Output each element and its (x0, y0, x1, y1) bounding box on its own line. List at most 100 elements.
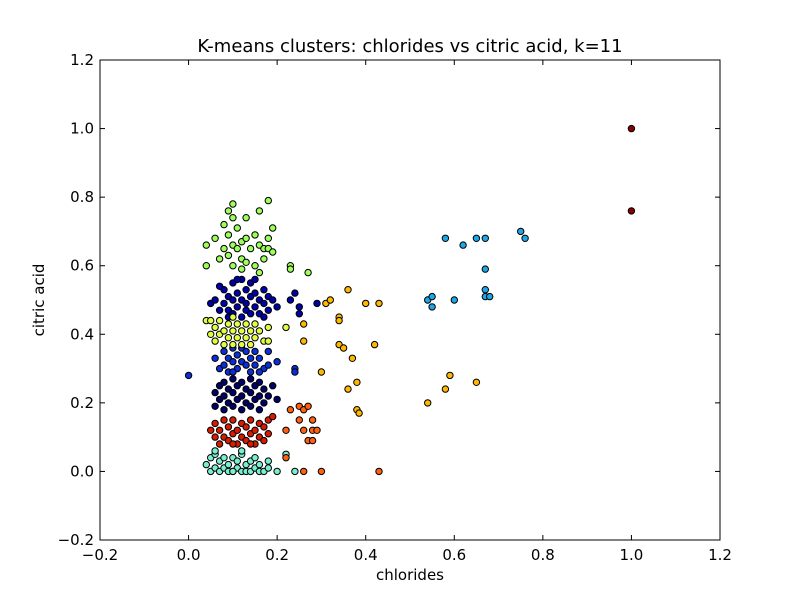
data-point (202, 262, 211, 270)
data-point (215, 255, 224, 263)
data-point (481, 234, 489, 243)
x-tick-label: 0.4 (354, 546, 378, 564)
data-point (246, 416, 255, 424)
data-point (220, 220, 228, 229)
data-point (220, 361, 228, 369)
data-point (242, 347, 250, 356)
y-tick-label: 0.0 (70, 462, 94, 480)
data-point (229, 262, 237, 270)
data-point (238, 313, 246, 321)
data-point (627, 124, 636, 133)
data-point (264, 361, 272, 369)
data-point (251, 289, 259, 297)
data-point (291, 467, 299, 476)
data-point (229, 388, 237, 397)
data-point (269, 248, 277, 256)
data-point (242, 334, 250, 342)
data-point (627, 207, 636, 215)
data-point (317, 467, 326, 476)
data-point (220, 454, 228, 462)
data-point (246, 310, 255, 318)
data-point (273, 358, 281, 366)
data-point (481, 286, 489, 294)
data-point (238, 406, 246, 414)
data-point (300, 320, 308, 328)
data-point (207, 426, 215, 434)
data-point (211, 296, 219, 304)
data-point (353, 378, 361, 386)
data-point (242, 214, 250, 222)
data-point (233, 224, 242, 232)
data-point (224, 334, 233, 342)
data-point (251, 334, 259, 342)
data-point (242, 234, 250, 243)
x-tick-label: 0.0 (177, 546, 201, 564)
data-point (220, 327, 228, 335)
data-point (246, 340, 255, 349)
data-point (224, 320, 233, 328)
data-point (255, 368, 264, 376)
y-tick-label: 0.2 (70, 394, 94, 412)
data-point (211, 354, 219, 362)
plot-frame (99, 59, 721, 541)
data-point (264, 337, 272, 345)
data-point (233, 457, 242, 465)
data-point (264, 323, 272, 332)
data-point (207, 330, 215, 338)
data-point (242, 361, 250, 369)
y-axis-label: citric acid (30, 264, 48, 337)
data-point (229, 440, 237, 448)
data-point (233, 320, 242, 328)
data-point (224, 231, 233, 239)
data-point (304, 402, 312, 410)
data-point (229, 296, 237, 304)
data-point (215, 316, 224, 325)
data-point (211, 337, 219, 345)
data-point (446, 371, 454, 380)
data-point (441, 234, 450, 243)
data-point (242, 423, 250, 431)
data-point (260, 313, 268, 321)
data-point (308, 436, 317, 445)
data-point (313, 426, 321, 434)
data-point (260, 436, 268, 445)
data-point (255, 378, 264, 386)
data-point (260, 286, 268, 294)
data-point (233, 351, 242, 359)
data-point (211, 323, 219, 332)
data-point (211, 402, 219, 410)
data-point (238, 447, 246, 455)
data-point (255, 460, 264, 469)
data-point (370, 340, 379, 349)
data-point (215, 282, 224, 290)
data-point (424, 399, 432, 407)
data-point (375, 467, 383, 476)
data-point (215, 426, 224, 434)
data-point (264, 234, 272, 243)
data-point (255, 392, 264, 400)
data-point (521, 234, 529, 243)
data-point (260, 255, 268, 263)
data-point (255, 406, 264, 414)
data-point (264, 392, 272, 400)
data-point (220, 347, 228, 356)
data-point (251, 303, 259, 311)
data-point (224, 423, 233, 431)
data-point (335, 316, 343, 325)
data-point (211, 433, 219, 441)
data-point (348, 354, 357, 362)
data-point (233, 334, 242, 342)
data-point (286, 265, 295, 273)
data-point (251, 361, 259, 369)
x-tick-label: 0.8 (531, 546, 555, 564)
data-point (233, 275, 242, 284)
data-point (233, 303, 242, 311)
data-point (282, 426, 290, 434)
data-point (255, 207, 264, 215)
data-point (317, 368, 326, 376)
data-point (224, 251, 233, 260)
data-point (286, 296, 295, 304)
data-point (246, 402, 255, 410)
data-point (246, 368, 255, 376)
data-point (220, 392, 228, 400)
